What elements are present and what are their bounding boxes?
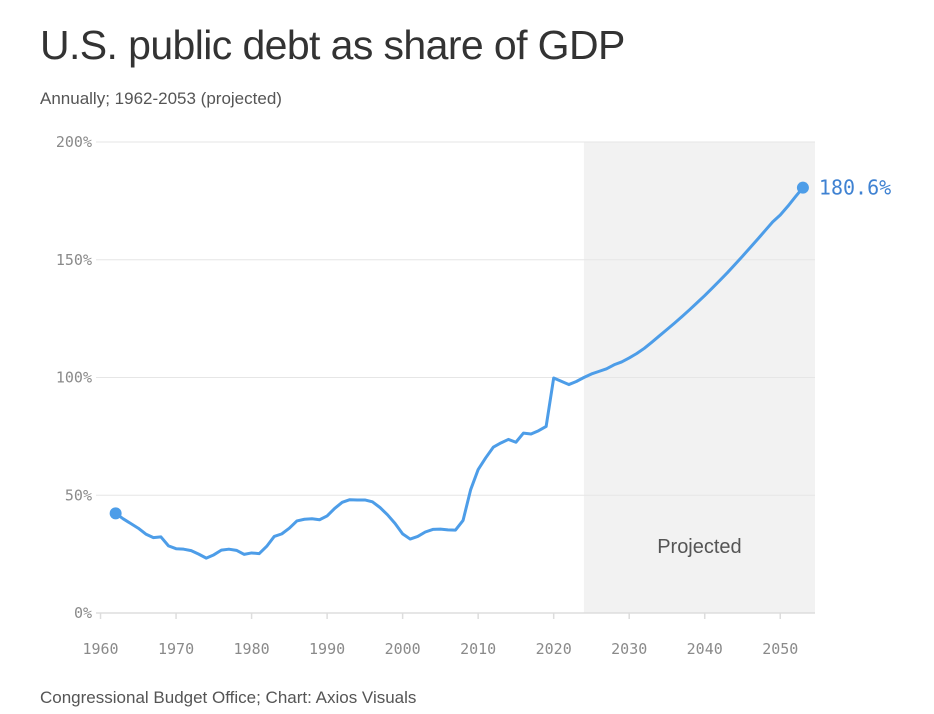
x-tick-label: 2030 xyxy=(611,640,647,658)
y-tick-label: 200% xyxy=(56,133,92,151)
y-tick-label: 150% xyxy=(56,251,92,269)
x-tick-label: 2040 xyxy=(687,640,723,658)
x-tick-label: 1970 xyxy=(158,640,194,658)
x-tick-label: 2020 xyxy=(536,640,572,658)
axis-layer: 0% 50% 100% 150% 200% 1960 1970 1980 1990 2000 201… xyxy=(56,133,815,658)
x-tick-label: 1990 xyxy=(309,640,345,658)
start-point-marker xyxy=(109,507,122,520)
x-tick-label: 1960 xyxy=(82,640,118,658)
projected-label: Projected xyxy=(657,536,742,558)
end-value-label: 180.6% xyxy=(819,176,891,200)
y-tick-label: 50% xyxy=(65,486,92,504)
debt-series-line xyxy=(114,186,805,560)
chart-title: U.S. public debt as share of GDP xyxy=(40,22,625,68)
y-tick-label: 0% xyxy=(74,604,92,622)
x-tick-label: 2050 xyxy=(762,640,798,658)
x-tick-label: 2010 xyxy=(460,640,496,658)
label-layer: 180.6% xyxy=(819,176,891,200)
end-point-marker xyxy=(796,181,809,194)
series-layer xyxy=(109,181,809,560)
x-tick-label: 1980 xyxy=(234,640,270,658)
source-note: Congressional Budget Office; Chart: Axio… xyxy=(40,688,417,707)
chart-subtitle: Annually; 1962-2053 (projected) xyxy=(40,89,282,108)
x-tick-label: 2000 xyxy=(385,640,421,658)
y-tick-label: 100% xyxy=(56,369,92,387)
grid-layer xyxy=(96,141,815,496)
